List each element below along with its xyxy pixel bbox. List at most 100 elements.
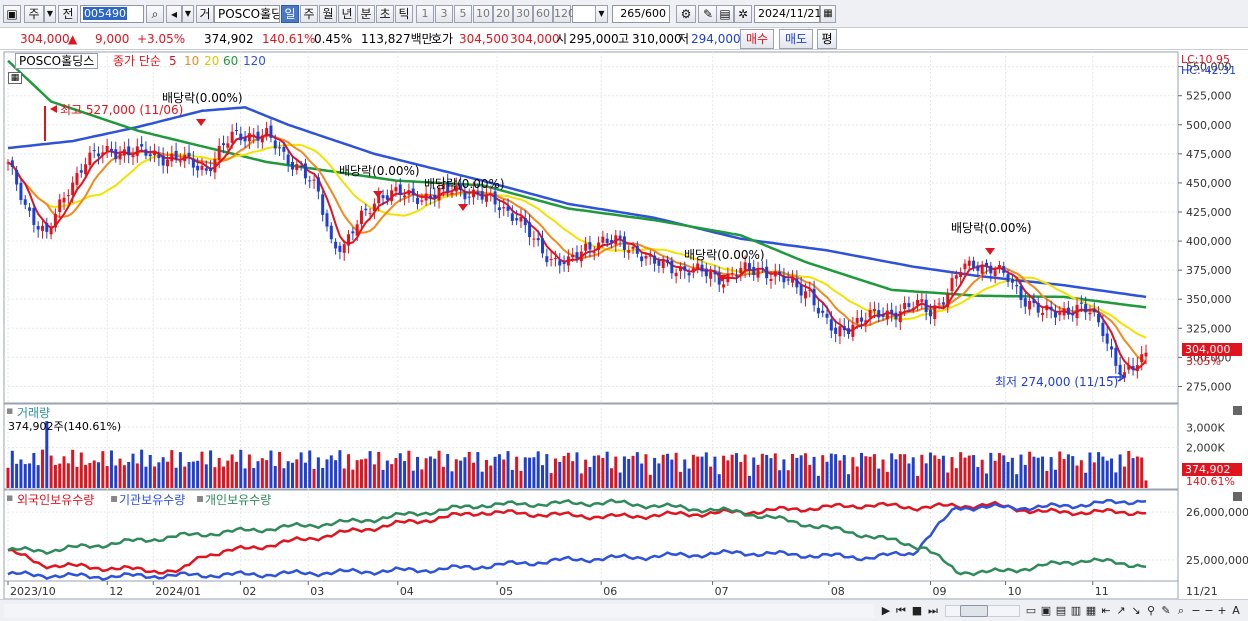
holding-panel-close-icon[interactable]: [1233, 492, 1242, 501]
rewind-icon[interactable]: ⏮: [896, 604, 906, 617]
interval-5-button[interactable]: 5: [454, 5, 472, 23]
save-icon[interactable]: ▤: [716, 5, 734, 23]
tab-month[interactable]: 월: [319, 5, 337, 23]
volume-bar: [666, 453, 670, 488]
volume-bar: [588, 467, 592, 488]
chart-svg[interactable]: 275,000300,000325,000350,000375,000400,0…: [0, 51, 1248, 599]
market-type-button[interactable]: 주: [24, 5, 44, 23]
interval-dropdown-icon[interactable]: ▼: [595, 5, 608, 23]
sell-button[interactable]: 매도: [779, 29, 813, 49]
tab-tick[interactable]: 틱: [395, 5, 413, 23]
volume-bar: [239, 449, 243, 488]
volume-bar: [265, 460, 269, 488]
volume-panel-close-icon[interactable]: [1233, 406, 1242, 415]
interval-1-button[interactable]: 1: [416, 5, 434, 23]
sound-dropdown-icon[interactable]: ▼: [182, 5, 194, 23]
layout-icon-5[interactable]: ▦: [1085, 604, 1097, 617]
tab-minute[interactable]: 분: [357, 5, 375, 23]
tool-icon-5[interactable]: ✎: [1161, 604, 1171, 617]
volume-bar: [217, 457, 221, 488]
view-count-field[interactable]: 265/600: [612, 5, 670, 23]
volume-bar: [1079, 460, 1083, 488]
interval-10-button[interactable]: 10: [473, 5, 493, 23]
calendar-icon[interactable]: ▦: [820, 5, 836, 23]
interval-3-button[interactable]: 3: [435, 5, 453, 23]
zoom-out-icon[interactable]: −: [1191, 604, 1201, 617]
ma10-label[interactable]: 10: [184, 54, 200, 68]
volume-bar: [282, 468, 286, 488]
minus-icon[interactable]: −: [1204, 604, 1214, 617]
volume-bar: [347, 454, 351, 488]
x-axis-frame: [3, 580, 1179, 599]
tool-icon-4[interactable]: ⚲: [1146, 604, 1156, 617]
tool-icon-2[interactable]: ↗: [1116, 604, 1126, 617]
draw-tool-icon[interactable]: ✎: [698, 5, 718, 23]
volume-bar: [898, 454, 902, 488]
ma20-label[interactable]: 20: [204, 54, 220, 68]
prefix-button[interactable]: 거: [196, 5, 214, 23]
volume-bar: [45, 421, 49, 488]
ma5-label[interactable]: 5: [169, 54, 177, 68]
candle-body: [66, 195, 70, 197]
tab-second[interactable]: 초: [376, 5, 394, 23]
candle-body: [295, 164, 299, 170]
volume-bar: [334, 460, 338, 488]
volume-bar: [549, 473, 553, 488]
buy-button[interactable]: 매수: [740, 29, 774, 49]
candle-body: [489, 193, 493, 195]
candle-body: [286, 154, 290, 165]
tool-icon-3[interactable]: ↘: [1131, 604, 1141, 617]
market-type-dropdown-icon[interactable]: ▼: [44, 5, 56, 23]
volume-bar: [84, 464, 88, 488]
stop-icon[interactable]: ■: [911, 604, 923, 617]
volume-bar: [19, 459, 23, 488]
volume-bar: [351, 469, 355, 488]
chart-area[interactable]: 275,000 300,000 325,000 350,000 375,000 400,0…: [0, 51, 1248, 599]
indicator-icon[interactable]: ⚙: [676, 5, 696, 23]
tab-year[interactable]: 년: [338, 5, 356, 23]
candle-body: [140, 144, 144, 147]
layout-icon-4[interactable]: ▥: [1070, 604, 1082, 617]
fast-forward-icon[interactable]: ⏭: [928, 604, 938, 617]
ma120-label[interactable]: 120: [243, 54, 266, 68]
scroll-track[interactable]: [4, 604, 874, 618]
font-size-icon[interactable]: A: [1232, 604, 1240, 617]
interval-20-button[interactable]: 20: [493, 5, 513, 23]
stock-legend[interactable]: POSCO홀딩스: [15, 53, 99, 69]
candle-body: [687, 273, 691, 276]
table-toggle-icon[interactable]: ▦: [8, 72, 22, 84]
layout-icon-1[interactable]: ▭: [1025, 604, 1037, 617]
volume-bar: [812, 456, 816, 488]
volume-bar: [446, 454, 450, 488]
candle-body: [329, 225, 333, 240]
tab-week[interactable]: 주: [300, 5, 318, 23]
price-tick-label: 275,000: [1186, 380, 1232, 393]
stock-code-input[interactable]: 005490: [80, 5, 144, 23]
sound-icon[interactable]: ◂: [166, 5, 182, 23]
volume-bar: [713, 456, 717, 488]
plus-icon[interactable]: +: [1217, 604, 1227, 617]
interval-60-button[interactable]: 60: [533, 5, 553, 23]
zoom-icon[interactable]: ⌕: [1177, 604, 1185, 617]
scroll-right-icon[interactable]: ▶: [881, 604, 891, 617]
volume-bar: [135, 463, 139, 488]
candle-body: [756, 269, 760, 278]
ma60-label[interactable]: 60: [223, 54, 239, 68]
settings-icon[interactable]: ✲: [734, 5, 752, 23]
window-icon[interactable]: ▣: [3, 5, 21, 23]
layout-icon-3[interactable]: ▤: [1055, 604, 1067, 617]
candle-body: [726, 273, 730, 283]
layout-icon-2[interactable]: ▣: [1040, 604, 1052, 617]
interval-120-button[interactable]: 120: [553, 5, 575, 23]
zoom-thumb[interactable]: [960, 605, 988, 617]
market-prefix-button[interactable]: 전: [58, 5, 78, 23]
volume-bar: [243, 468, 247, 488]
stock-name-field[interactable]: POSCO홀딩스: [214, 5, 280, 23]
search-icon[interactable]: ⌕: [146, 5, 164, 23]
eval-button[interactable]: 평: [817, 29, 837, 49]
date-input[interactable]: 2024/11/21: [754, 5, 821, 23]
axis-layer: 275,000300,000325,000350,000375,000400,0…: [7, 61, 1248, 598]
tab-day[interactable]: 일: [281, 5, 299, 23]
interval-30-button[interactable]: 30: [513, 5, 533, 23]
tool-icon-1[interactable]: ⇤: [1101, 604, 1111, 617]
